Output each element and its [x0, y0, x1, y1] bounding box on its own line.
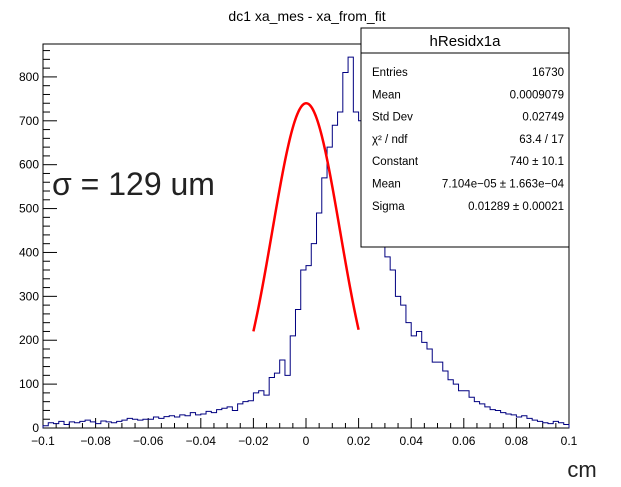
x-tick-label: 0.1 [561, 434, 578, 448]
stats-row-value: 16730 [532, 67, 564, 79]
x-tick-label: 0 [303, 434, 310, 448]
y-tick-label: 100 [19, 377, 39, 391]
stats-row-label: Sigma [372, 201, 405, 213]
stats-row-label: Std Dev [372, 112, 413, 124]
stats-row-label: χ² / ndf [372, 134, 408, 146]
stats-row-value: 0.01289 ± 0.00021 [468, 201, 564, 213]
x-tick-label: −0.06 [133, 434, 164, 448]
y-tick-label: 400 [19, 245, 39, 259]
x-tick-label: 0.06 [452, 434, 476, 448]
x-tick-label: −0.02 [238, 434, 269, 448]
y-tick-label: 300 [19, 289, 39, 303]
stats-row-label: Entries [372, 67, 408, 79]
x-axis-ticks: −0.1 −0.08 −0.06 −0.04 −0.02 0 0.02 0.04 0.06 0.0… [31, 418, 578, 448]
stats-box-title: hResidx1a [430, 33, 502, 50]
stats-row-value: 63.4 / 17 [519, 134, 564, 146]
chart-title: dc1 xa_mes - xa_from_fit [228, 8, 385, 24]
x-tick-label: −0.04 [186, 434, 217, 448]
stats-row-value: 0.0009079 [510, 89, 564, 101]
stats-row-label: Mean [372, 89, 401, 101]
sigma-annotation: σ = 129 um [52, 166, 215, 202]
stats-row-value: 0.02749 [522, 112, 564, 124]
x-tick-label: −0.1 [31, 434, 55, 448]
y-axis-ticks: 0 100 200 300 400 500 600 700 800 [19, 50, 57, 435]
y-tick-label: 700 [19, 114, 39, 128]
x-tick-label: 0.04 [400, 434, 424, 448]
stats-box-rows: Entries 16730 Mean 0.0009079 Std Dev 0.02749 χ… [372, 67, 565, 213]
stats-row-label: Mean [372, 179, 401, 191]
stats-row-value: 7.104e−05 ± 1.663e−04 [442, 179, 565, 191]
y-tick-label: 600 [19, 158, 39, 172]
stats-row-label: Constant [372, 156, 419, 168]
y-tick-label: 800 [19, 70, 39, 84]
x-tick-label: 0.08 [505, 434, 529, 448]
gaussian-fit-curve [252, 101, 360, 332]
stats-row-value: 740 ± 10.1 [510, 156, 564, 168]
stats-box: hResidx1a Entries 16730 Mean 0.0009079 Std D… [360, 27, 570, 248]
stats-box-frame [360, 27, 570, 248]
y-tick-label: 500 [19, 202, 39, 216]
x-axis-unit-label: cm [567, 457, 596, 482]
y-tick-label: 0 [32, 421, 39, 435]
y-tick-label: 200 [19, 333, 39, 347]
x-tick-label: −0.08 [80, 434, 111, 448]
x-tick-label: 0.02 [347, 434, 371, 448]
histogram-series [42, 56, 570, 428]
